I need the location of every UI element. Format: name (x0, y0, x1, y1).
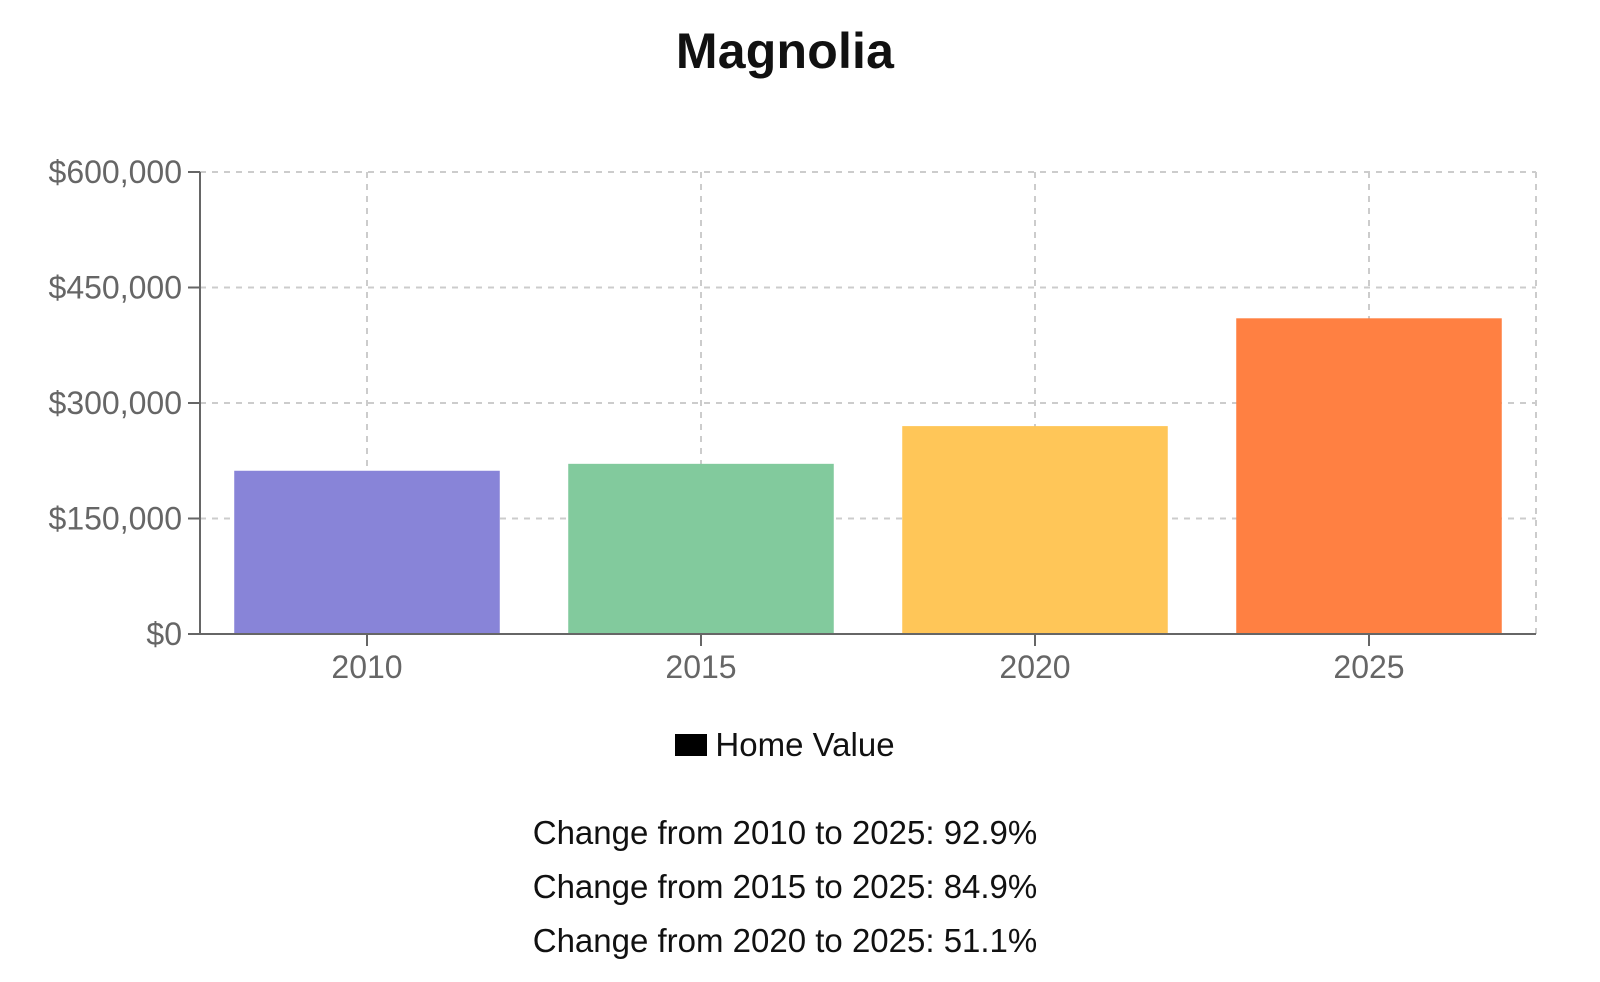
x-tick-label-2015: 2015 (665, 649, 736, 685)
bars (234, 318, 1502, 634)
bar-chart: $0 $150,000 $300,000 $450,000 $600,000 2010 20… (49, 154, 1537, 685)
x-tick-label-2025: 2025 (1333, 649, 1404, 685)
change-line-2015: Change from 2015 to 2025: 84.9% (532, 868, 1038, 905)
legend: Home Value (0, 726, 1570, 764)
x-tick-label-2020: 2020 (999, 649, 1070, 685)
bar-2020 (902, 426, 1168, 634)
y-tick-label-1: $150,000 (49, 501, 182, 537)
chart-title: Magnolia (675, 23, 895, 79)
tick-labels: $0 $150,000 $300,000 $450,000 $600,000 2010 20… (49, 154, 1405, 685)
y-tick-label-3: $450,000 (49, 270, 182, 306)
legend-label-home-value: Home Value (715, 726, 895, 763)
legend-swatch (675, 734, 708, 756)
change-line-2020: Change from 2020 to 2025: 51.1% (532, 922, 1038, 959)
y-tick-label-2: $300,000 (49, 385, 182, 421)
axes (188, 171, 1536, 646)
bar-2025 (1236, 318, 1502, 634)
change-summary: Change from 2010 to 2025: 92.9% Change f… (0, 806, 1570, 968)
bar-2015 (568, 463, 834, 634)
y-tick-label-0: $0 (146, 616, 182, 652)
bar-2010 (234, 470, 500, 634)
x-tick-label-2010: 2010 (331, 649, 402, 685)
y-tick-label-4: $600,000 (49, 154, 182, 190)
change-line-2010: Change from 2010 to 2025: 92.9% (532, 814, 1038, 851)
